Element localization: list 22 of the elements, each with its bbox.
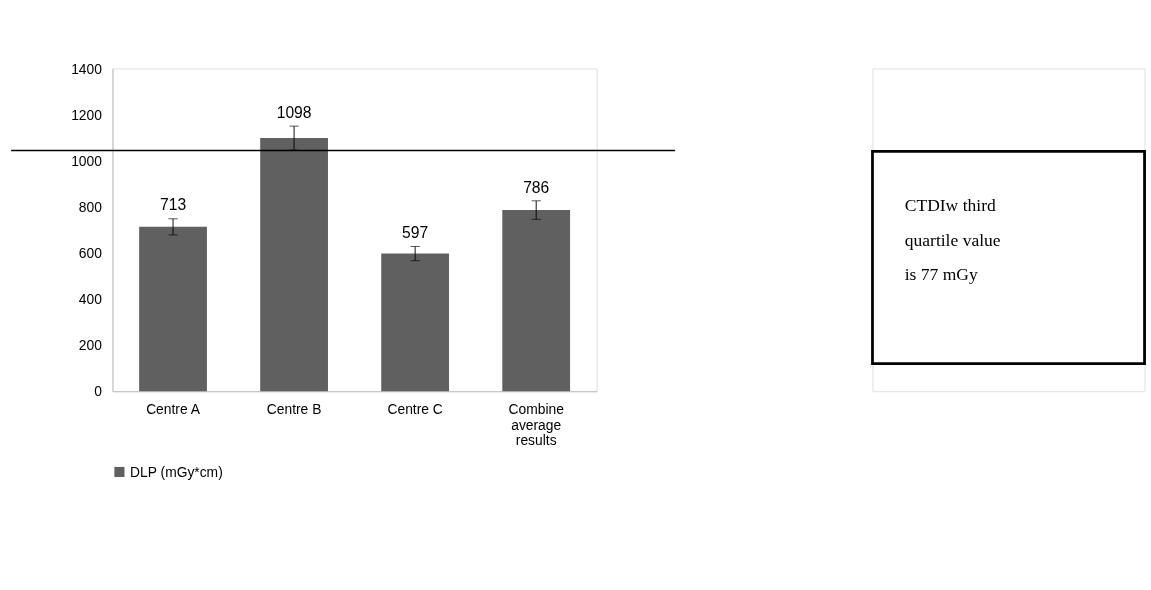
- data-label: 597: [402, 224, 429, 242]
- bar: [502, 210, 571, 392]
- data-label: 1098: [276, 103, 312, 121]
- y-tick-label: 1400: [71, 60, 103, 77]
- y-tick-label: 400: [78, 291, 103, 308]
- data-label: 713: [159, 196, 187, 214]
- y-tick-label: 800: [78, 198, 103, 215]
- y-tick-label: 1200: [71, 106, 103, 123]
- x-tick-label: Combine average results: [508, 400, 565, 449]
- y-tick-label: 600: [78, 244, 103, 261]
- x-tick-label: Centre C: [387, 400, 443, 417]
- bar: [381, 253, 450, 392]
- y-tick-label: 200: [78, 337, 103, 354]
- bar: [260, 138, 328, 392]
- x-tick-label: Centre B: [266, 400, 322, 417]
- data-label: 786: [523, 178, 550, 196]
- x-tick-label: Centre A: [146, 400, 201, 417]
- legend-label: DLP (mGy*cm): [130, 463, 223, 480]
- y-tick-label: 0: [94, 383, 103, 400]
- text: CTDIw third quartile value is 77 mGy: [904, 195, 1001, 284]
- bar: [139, 226, 207, 392]
- y-tick-label: 1000: [71, 152, 103, 169]
